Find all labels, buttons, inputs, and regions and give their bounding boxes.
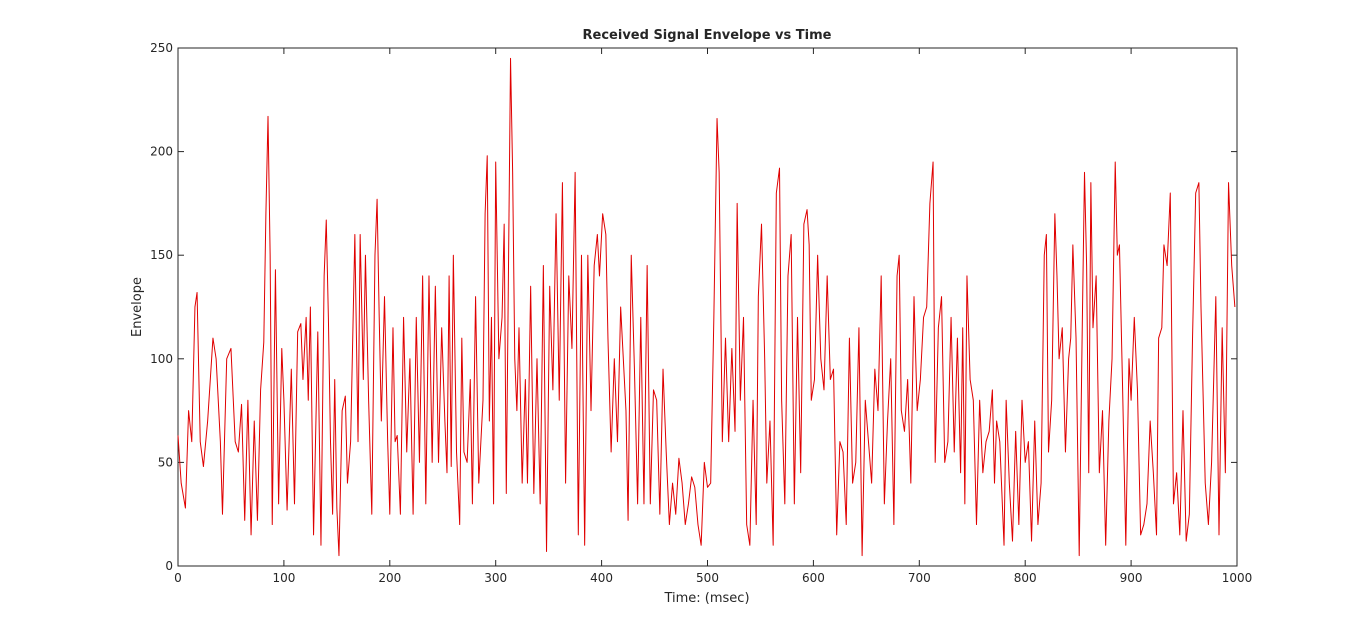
x-tick-label: 400	[590, 571, 613, 585]
x-tick-label: 900	[1120, 571, 1143, 585]
x-axis-label: Time: (msec)	[663, 591, 749, 606]
x-tick-label: 700	[908, 571, 931, 585]
x-tick-label: 300	[484, 571, 507, 585]
x-tick-label: 200	[378, 571, 401, 585]
y-axis-label: Envelope	[130, 277, 145, 337]
x-tick-label: 600	[802, 571, 825, 585]
y-tick-label: 200	[150, 145, 173, 159]
x-tick-label: 1000	[1222, 571, 1253, 585]
y-tick-label: 0	[165, 559, 173, 573]
y-tick-label: 100	[150, 352, 173, 366]
x-tick-label: 100	[272, 571, 295, 585]
chart-title: Received Signal Envelope vs Time	[583, 28, 832, 43]
x-tick-label: 0	[174, 571, 182, 585]
x-tick-label: 800	[1014, 571, 1037, 585]
data-line	[177, 57, 1236, 557]
y-tick-label: 50	[158, 455, 173, 469]
x-tick-label: 500	[696, 571, 719, 585]
y-tick-label: 150	[150, 248, 173, 262]
y-tick-label: 250	[150, 41, 173, 55]
